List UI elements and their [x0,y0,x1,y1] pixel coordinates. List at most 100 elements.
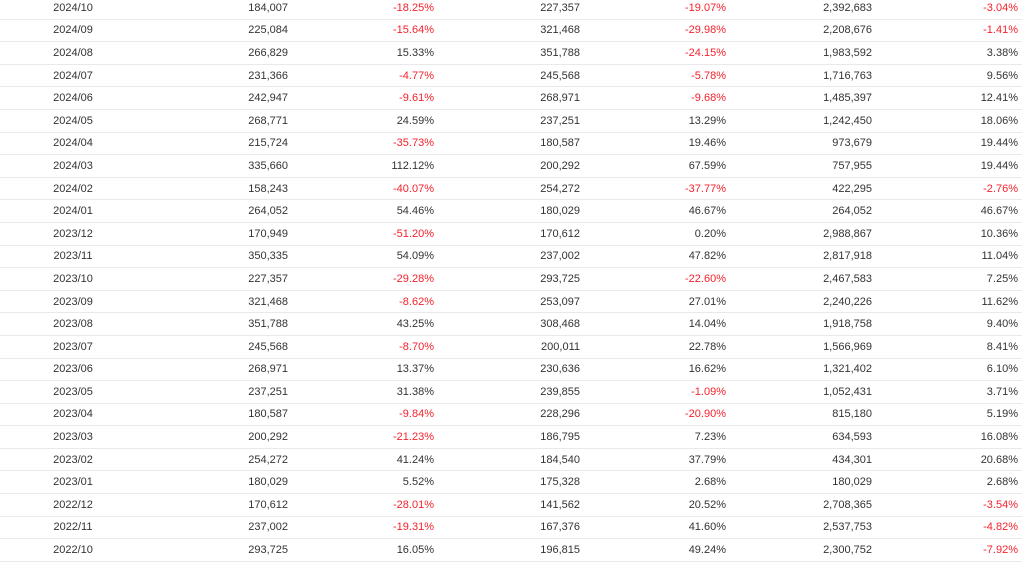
mom-change-cell: 54.09% [396,250,434,263]
month-cell: 2024/02 [53,182,93,195]
yoy-change-cell: 16.62% [688,363,726,376]
cumulative-yoy-change-cell: 11.04% [981,250,1019,263]
yoy-change-cell: 46.67% [688,205,726,218]
yoy-change-cell: 22.78% [688,340,726,353]
monthly-value-cell: 170,612 [248,498,288,511]
mom-change-cell: -8.62% [399,295,434,308]
last-year-value-cell: 175,328 [540,476,580,489]
monthly-value-cell: 264,052 [248,205,288,218]
mom-change-cell: 15.33% [396,46,434,59]
month-cell: 2024/04 [53,137,93,150]
cumulative-yoy-change-cell: -7.92% [983,544,1018,557]
yoy-change-cell: 14.04% [688,318,726,331]
last-year-value-cell: 186,795 [540,431,580,444]
cumulative-yoy-change-cell: 46.67% [980,205,1018,218]
yoy-change-cell: 67.59% [688,159,726,172]
table-row: 2022/11 237,002 -19.31% 167,376 41.60% 2,537,… [0,517,1022,540]
yoy-change-cell: -29.98% [685,24,726,37]
yoy-change-cell: 47.82% [688,250,726,263]
month-cell: 2022/11 [53,521,93,534]
monthly-value-cell: 266,829 [248,46,288,59]
monthly-value-cell: 225,084 [248,24,288,37]
cumulative-yoy-change-cell: 6.10% [986,363,1018,376]
mom-change-cell: -8.70% [399,340,434,353]
monthly-value-cell: 351,788 [248,318,288,331]
cumulative-yoy-change-cell: -1.41% [983,24,1018,37]
mom-change-cell: -4.77% [399,69,434,82]
monthly-value-cell: 321,468 [248,295,288,308]
table-row: 2024/04 215,724 -35.73% 180,587 19.46% 973,67… [0,133,1022,156]
last-year-value-cell: 239,855 [540,385,580,398]
mom-change-cell: -29.28% [393,272,434,285]
cumulative-yoy-change-cell: 20.68% [980,453,1018,466]
last-year-value-cell: 196,815 [540,544,580,557]
cumulative-value-cell: 2,240,226 [823,295,872,308]
last-year-value-cell: 170,612 [540,227,580,240]
yoy-change-cell: -1.09% [691,385,726,398]
last-year-value-cell: 141,562 [540,498,580,511]
cumulative-value-cell: 1,918,758 [823,318,872,331]
monthly-value-cell: 215,724 [248,137,288,150]
table-row: 2023/02 254,272 41.24% 184,540 37.79% 434,301… [0,449,1022,472]
yoy-change-cell: 27.01% [688,295,726,308]
mom-change-cell: 31.38% [396,385,434,398]
last-year-value-cell: 351,788 [540,46,580,59]
cumulative-value-cell: 2,392,683 [823,1,872,14]
cumulative-value-cell: 1,566,969 [823,340,872,353]
cumulative-value-cell: 1,485,397 [823,92,872,105]
cumulative-value-cell: 634,593 [832,431,872,444]
cumulative-yoy-change-cell: 9.40% [986,318,1018,331]
last-year-value-cell: 228,296 [540,408,580,421]
table-row: 2023/06 268,971 13.37% 230,636 16.62% 1,321,4… [0,359,1022,382]
monthly-value-cell: 242,947 [248,92,288,105]
monthly-value-cell: 170,949 [248,227,288,240]
monthly-value-cell: 268,971 [248,363,288,376]
month-cell: 2024/03 [53,159,93,172]
table-row: 2023/09 321,468 -8.62% 253,097 27.01% 2,240,2… [0,291,1022,314]
month-cell: 2023/11 [53,250,93,263]
cumulative-yoy-change-cell: -3.04% [983,1,1018,14]
cumulative-yoy-change-cell: 9.56% [986,69,1018,82]
table-row: 2023/01 180,029 5.52% 175,328 2.68% 180,029 2.… [0,471,1022,495]
month-cell: 2022/10 [53,544,93,557]
last-year-value-cell: 180,587 [540,137,580,150]
cumulative-value-cell: 2,208,676 [823,24,872,37]
month-cell: 2023/12 [53,227,93,240]
table-row: 2024/01 264,052 54.46% 180,029 46.67% 264,052… [0,200,1022,223]
last-year-value-cell: 237,251 [540,114,580,127]
cumulative-yoy-change-cell: 7.25% [986,272,1018,285]
monthly-value-cell: 227,357 [248,272,288,285]
mom-change-cell: 54.46% [396,205,434,218]
mom-change-cell: 112.12% [391,159,434,172]
yoy-change-cell: -24.15% [685,46,726,59]
month-cell: 2024/08 [53,46,93,59]
cumulative-value-cell: 180,029 [832,476,872,489]
cumulative-yoy-change-cell: 19.44% [980,137,1018,150]
yoy-change-cell: 13.29% [688,114,726,127]
monthly-value-cell: 237,002 [248,521,288,534]
cumulative-yoy-change-cell: 5.19% [986,408,1018,421]
cumulative-yoy-change-cell: -3.54% [983,498,1018,511]
yoy-change-cell: 37.79% [688,453,726,466]
cumulative-yoy-change-cell: 18.06% [980,114,1018,127]
yoy-change-cell: 7.23% [694,431,726,444]
month-cell: 2024/01 [53,205,93,218]
cumulative-yoy-change-cell: 12.41% [980,92,1018,105]
monthly-value-cell: 335,660 [248,159,288,172]
month-cell: 2022/12 [53,498,93,511]
month-cell: 2023/09 [53,295,93,308]
last-year-value-cell: 184,540 [540,453,580,466]
month-cell: 2023/08 [53,318,93,331]
cumulative-value-cell: 2,467,583 [823,272,872,285]
cumulative-value-cell: 2,817,918 [823,250,872,263]
last-year-value-cell: 200,292 [540,159,580,172]
cumulative-yoy-change-cell: -4.82% [983,521,1018,534]
cumulative-yoy-change-cell: 11.62% [981,295,1019,308]
table-row: 2023/08 351,788 43.25% 308,468 14.04% 1,918,7… [0,313,1022,336]
cumulative-value-cell: 2,300,752 [823,544,872,557]
cumulative-value-cell: 973,679 [832,137,872,150]
cumulative-yoy-change-cell: 8.41% [986,340,1018,353]
table-row: 2023/10 227,357 -29.28% 293,725 -22.60% 2,467… [0,268,1022,291]
mom-change-cell: -40.07% [393,182,434,195]
